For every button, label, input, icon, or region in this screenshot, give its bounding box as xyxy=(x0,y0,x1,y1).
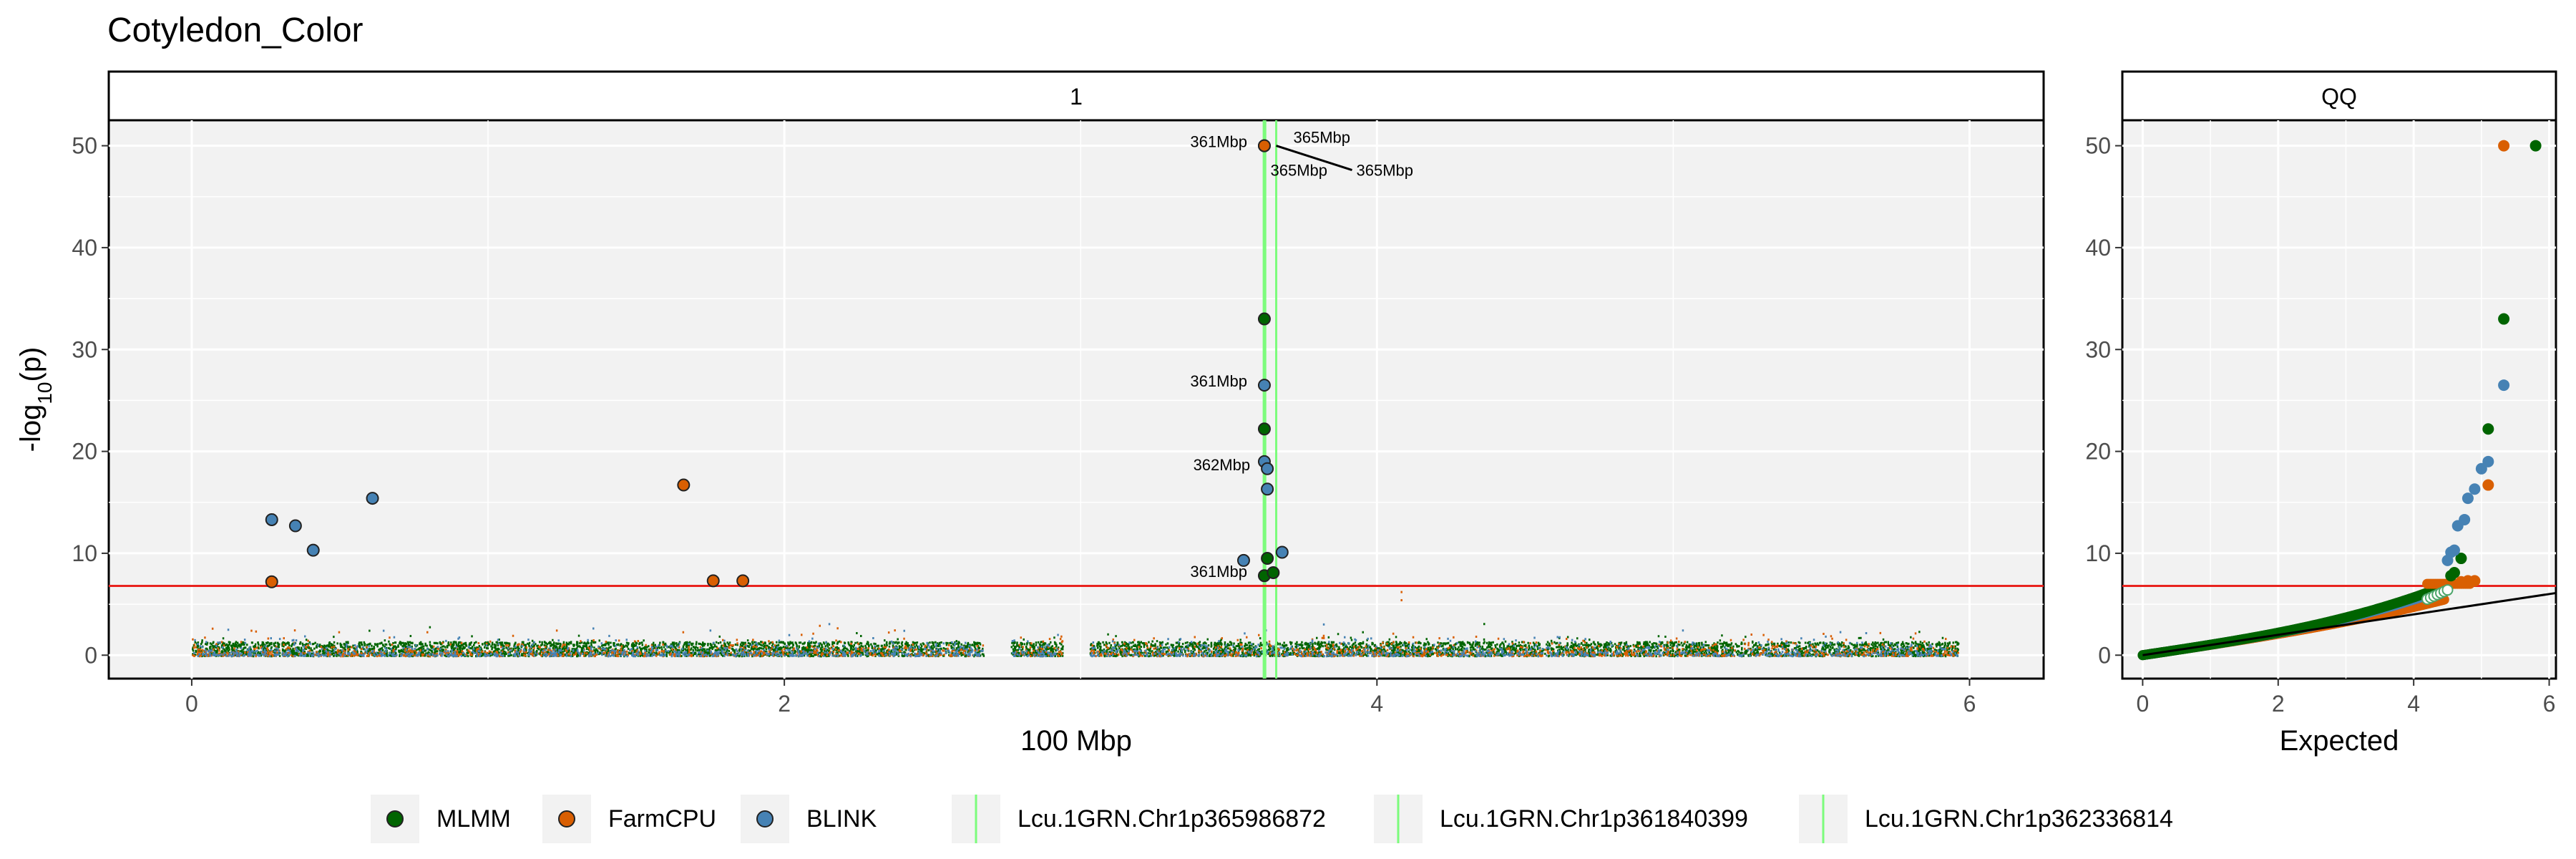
qq-point-mlmm xyxy=(2498,313,2510,325)
annotation-label: 365Mbp xyxy=(1357,162,1414,180)
qq-point-farmcpu xyxy=(2482,479,2494,491)
qq-reference-line xyxy=(2142,591,2557,656)
qq-point-blink xyxy=(2498,379,2510,392)
y-tick-label: 30 xyxy=(72,336,97,362)
x-tick-label: 0 xyxy=(185,691,198,717)
qq-point-mlmm xyxy=(2529,140,2542,152)
qq-point-mlmm xyxy=(2445,570,2457,582)
qq-x-axis-label: Expected xyxy=(2280,725,2399,757)
manhattan-strip-label: 1 xyxy=(1070,84,1083,110)
legend-label: FarmCPU xyxy=(608,805,716,833)
manhattan-points xyxy=(265,139,1289,588)
qq-point-farmcpu xyxy=(2455,576,2467,588)
y-tick-label: 50 xyxy=(2085,133,2111,159)
manhattan-axes: 0 10 20 30 40 50 0 2 4 6 xyxy=(72,133,1976,717)
legend-label: Lcu.1GRN.Chr1p362336814 xyxy=(1865,805,2173,833)
qq-reference-line xyxy=(2142,591,2557,656)
y-tick-label: 50 xyxy=(72,133,97,159)
qq-point-mlmm xyxy=(2455,553,2467,565)
background-snp-cloud xyxy=(192,624,1959,658)
background-snp xyxy=(1400,591,1402,593)
y-tick-label: 10 xyxy=(72,540,97,566)
point-farmcpu xyxy=(706,574,720,588)
point-mlmm xyxy=(1257,312,1271,326)
qq-point-blink xyxy=(2469,483,2481,495)
x-tick-label: 0 xyxy=(2137,691,2150,717)
qq-point-blink xyxy=(2462,492,2474,505)
x-tick-label: 4 xyxy=(2407,691,2420,717)
point-farmcpu xyxy=(265,575,278,588)
x-tick-label: 6 xyxy=(1963,691,1976,717)
legend-key-blink xyxy=(756,810,774,828)
point-blink xyxy=(265,513,278,526)
point-mlmm xyxy=(1267,566,1280,579)
legend-key-mlmm xyxy=(386,810,404,828)
legend-label: Lcu.1GRN.Chr1p365986872 xyxy=(1018,805,1326,833)
annotation-label: 361Mbp xyxy=(1190,372,1247,390)
qq-point-blink xyxy=(2482,455,2494,467)
legend-label: MLMM xyxy=(436,805,511,833)
point-blink xyxy=(288,519,302,533)
qq-point-farmcpu xyxy=(2498,140,2510,152)
point-blink xyxy=(1261,482,1274,496)
y-tick-label: 40 xyxy=(72,235,97,261)
point-blink xyxy=(1257,379,1271,392)
qq-panel: QQ 0 10 20 30 40 50 0 2 4 6 Expected xyxy=(2085,70,2557,757)
point-blink xyxy=(1275,545,1289,559)
x-tick-label: 2 xyxy=(778,691,791,717)
y-tick-label: 0 xyxy=(84,642,97,668)
point-mlmm xyxy=(1261,552,1274,566)
legend-label: BLINK xyxy=(806,805,877,833)
qq-plot-bg xyxy=(2121,119,2557,680)
point-blink xyxy=(306,543,320,557)
annotations: 361Mbp 365Mbp 365Mbp 365Mbp 361Mbp 362Mbp 361M… xyxy=(1190,129,1413,581)
point-blink xyxy=(366,492,379,505)
point-farmcpu xyxy=(1257,139,1271,152)
annotation-label: 365Mbp xyxy=(1271,162,1328,180)
qq-axes: 0 10 20 30 40 50 0 2 4 6 xyxy=(2085,133,2555,717)
y-tick-label: 20 xyxy=(2085,439,2111,465)
qq-point-mlmm xyxy=(2482,423,2494,435)
x-axis-label: 100 Mbp xyxy=(1020,725,1132,757)
qq-point-blink xyxy=(2441,554,2454,566)
background-snp xyxy=(1400,598,1402,601)
annotation-leader xyxy=(1276,145,1352,172)
qq-point-blink xyxy=(2475,462,2487,475)
y-axis-label: -log10(p) xyxy=(15,347,56,452)
legend-label: Lcu.1GRN.Chr1p361840399 xyxy=(1440,805,1748,833)
x-tick-label: 6 xyxy=(2543,691,2556,717)
point-farmcpu xyxy=(736,574,750,588)
manhattan-strip xyxy=(107,70,2045,122)
point-mlmm xyxy=(1257,422,1271,436)
annotation-label: 361Mbp xyxy=(1190,133,1247,151)
point-blink xyxy=(1236,553,1250,567)
y-tick-label: 20 xyxy=(72,439,97,465)
annotation-label: 361Mbp xyxy=(1190,563,1247,581)
annotation-label: 362Mbp xyxy=(1194,456,1251,474)
chart-title: Cotyledon_Color xyxy=(107,11,364,49)
legend: MLMM FarmCPU BLINK Lcu.1GRN.Chr1p365986872 L… xyxy=(371,795,2173,843)
y-tick-label: 10 xyxy=(2085,540,2111,566)
y-tick-label: 30 xyxy=(2085,336,2111,362)
qq-point-open xyxy=(2441,584,2454,596)
y-tick-label: 40 xyxy=(2085,235,2111,261)
legend-key-farmcpu xyxy=(558,810,575,828)
y-tick-label: 0 xyxy=(2098,642,2111,668)
qq-point-blink xyxy=(2451,520,2464,532)
x-tick-label: 4 xyxy=(1370,691,1383,717)
point-farmcpu xyxy=(677,478,691,492)
annotation-label: 365Mbp xyxy=(1294,129,1351,147)
point-blink xyxy=(1261,462,1274,475)
background-snp-cloud xyxy=(193,623,1958,658)
qq-strip-label: QQ xyxy=(2321,84,2357,110)
manhattan-plot-bg xyxy=(107,119,2045,680)
x-tick-label: 2 xyxy=(2272,691,2285,717)
manhattan-background-snps xyxy=(192,591,1960,658)
